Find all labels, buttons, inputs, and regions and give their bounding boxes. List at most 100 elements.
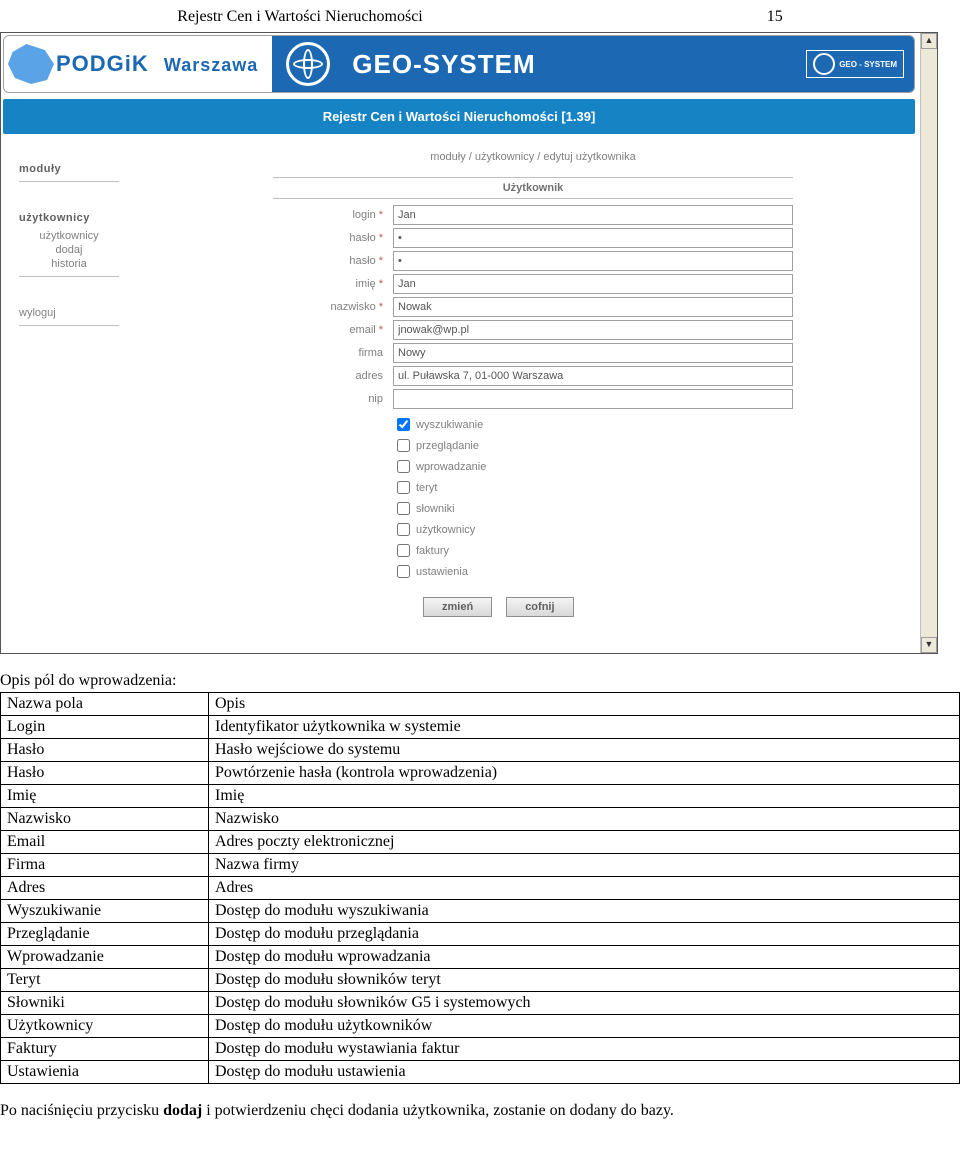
city-text: Warszawa [164,55,258,75]
zmien-button[interactable]: zmień [423,597,492,617]
chk-ustawienia[interactable] [397,565,410,578]
imie-input[interactable] [393,274,793,294]
table-row: EmailAdres poczty elektronicznej [1,831,960,854]
table-cell: Adres poczty elektronicznej [209,831,960,854]
table-cell: Dostęp do modułu użytkowników [209,1015,960,1038]
table-cell: Adres [209,877,960,900]
table-cell: Teryt [1,969,209,992]
chk-label: ustawienia [416,566,468,578]
table-cell: Dostęp do modułu przeglądania [209,923,960,946]
table-header: Opis [209,693,960,716]
table-cell: Użytkownicy [1,1015,209,1038]
table-cell: Imię [1,785,209,808]
table-row: NazwiskoNazwisko [1,808,960,831]
banner-right: GEO-SYSTEM GEO - SYSTEM [342,36,914,92]
sidebar-sub-uzytkownicy[interactable]: użytkownicy [19,230,119,242]
sidebar-sub-historia[interactable]: historia [19,258,119,270]
table-cell: Dostęp do modułu wprowadzania [209,946,960,969]
table-cell: Powtórzenie hasła (kontrola wprowadzenia… [209,762,960,785]
sidebar: moduły użytkownicy użytkownicy dodaj his… [3,141,147,651]
map-icon [8,44,54,84]
table-row: FakturyDostęp do modułu wystawiania fakt… [1,1038,960,1061]
user-form: Użytkownik login* hasło* hasło* imię* na… [273,177,793,617]
chk-label: użytkownicy [416,524,475,536]
table-cell: Dostęp do modułu słowników G5 i systemow… [209,992,960,1015]
desc-intro: Opis pól do wprowadzenia: [0,672,960,690]
label-haslo2: hasło* [273,255,393,267]
table-row: WprowadzanieDostęp do modułu wprowadzani… [1,946,960,969]
chk-slowniki[interactable] [397,502,410,515]
final-text: i potwierdzeniu chęci dodania użytkownik… [202,1102,674,1119]
mini-globe-icon [813,53,835,75]
chk-label: słowniki [416,503,455,515]
table-row: FirmaNazwa firmy [1,854,960,877]
table-cell: Wprowadzanie [1,946,209,969]
table-cell: Identyfikator użytkownika w systemie [209,716,960,739]
sidebar-sub-dodaj[interactable]: dodaj [19,244,119,256]
sidebar-divider [19,181,119,182]
table-cell: Imię [209,785,960,808]
title-bar: Rejestr Cen i Wartości Nieruchomości [1.… [3,99,915,134]
sidebar-item-moduly[interactable]: moduły [19,163,147,175]
sidebar-divider [19,276,119,277]
final-text: Po naciśnięciu przycisku [0,1102,163,1119]
table-header: Nazwa pola [1,693,209,716]
table-cell: Dostęp do modułu ustawienia [209,1061,960,1084]
scroll-down-icon[interactable]: ▼ [921,637,937,653]
table-row: LoginIdentyfikator użytkownika w systemi… [1,716,960,739]
screenshot-frame: PODGiK Warszawa GEO-SYSTEM GEO - SYSTEM … [0,32,938,654]
table-row: TerytDostęp do modułu słowników teryt [1,969,960,992]
app-banner: PODGiK Warszawa GEO-SYSTEM GEO - SYSTEM [3,35,915,93]
banner-globe-wrap [274,36,342,92]
cofnij-button[interactable]: cofnij [506,597,573,617]
email-input[interactable] [393,320,793,340]
table-cell: Email [1,831,209,854]
main-panel: moduły / użytkownicy / edytuj użytkownik… [147,141,919,651]
chk-label: wprowadzanie [416,461,486,473]
chk-przegladanie[interactable] [397,439,410,452]
sidebar-item-wyloguj[interactable]: wyloguj [19,307,147,319]
firma-input[interactable] [393,343,793,363]
podgik-text: PODGiK [56,51,149,76]
permissions-group: wyszukiwanie przeglądanie wprowadzanie t… [393,415,793,581]
sidebar-item-uzytkownicy[interactable]: użytkownicy [19,212,147,224]
table-cell: Słowniki [1,992,209,1015]
table-cell: Login [1,716,209,739]
table-row: ImięImię [1,785,960,808]
nazwisko-input[interactable] [393,297,793,317]
label-haslo1: hasło* [273,232,393,244]
chk-wyszukiwanie[interactable] [397,418,410,431]
banner-brand: PODGiK Warszawa [56,51,258,77]
chk-teryt[interactable] [397,481,410,494]
scroll-up-icon[interactable]: ▲ [921,33,937,49]
login-input[interactable] [393,205,793,225]
chk-uzytkownicy[interactable] [397,523,410,536]
badge-text: GEO - SYSTEM [839,60,897,69]
table-cell: Nazwisko [209,808,960,831]
geosystem-text: GEO-SYSTEM [352,49,535,80]
adres-input[interactable] [393,366,793,386]
breadcrumb: moduły / użytkownicy / edytuj użytkownik… [167,151,899,163]
table-cell: Faktury [1,1038,209,1061]
haslo2-input[interactable] [393,251,793,271]
table-row: WyszukiwanieDostęp do modułu wyszukiwani… [1,900,960,923]
geosystem-badge: GEO - SYSTEM [806,50,904,78]
table-cell: Hasło [1,762,209,785]
haslo1-input[interactable] [393,228,793,248]
table-row: SłownikiDostęp do modułu słowników G5 i … [1,992,960,1015]
table-row: AdresAdres [1,877,960,900]
nip-input[interactable] [393,389,793,409]
sidebar-divider [19,325,119,326]
doc-header-right: 15 [767,8,783,26]
chk-wprowadzanie[interactable] [397,460,410,473]
chk-label: przeglądanie [416,440,479,452]
chk-faktury[interactable] [397,544,410,557]
chk-label: wyszukiwanie [416,419,483,431]
field-description-table: Nazwa pola Opis LoginIdentyfikator użytk… [0,692,960,1084]
table-row: HasłoHasło wejściowe do systemu [1,739,960,762]
final-bold: dodaj [163,1102,202,1119]
table-cell: Dostęp do modułu wystawiania faktur [209,1038,960,1061]
table-cell: Adres [1,877,209,900]
table-cell: Ustawienia [1,1061,209,1084]
vertical-scrollbar[interactable]: ▲ ▼ [920,33,937,653]
